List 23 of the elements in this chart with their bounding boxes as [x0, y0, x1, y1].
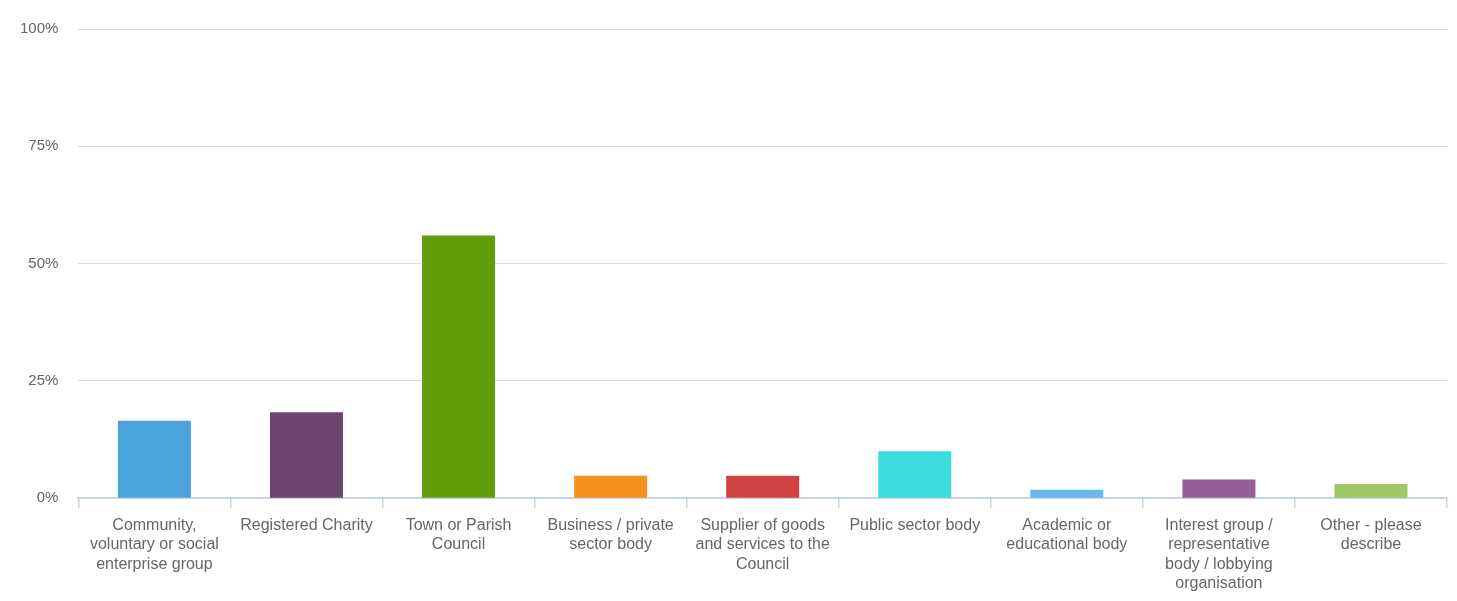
y-tick-label: 0%	[36, 488, 59, 506]
x-tick-label: Interest group / representative body / lobbying organisation	[1165, 516, 1274, 591]
bar	[1030, 489, 1104, 498]
x-tick-label: Public sector body	[849, 516, 981, 534]
bar	[878, 451, 952, 498]
y-tick-label: 75%	[28, 136, 59, 154]
x-tick-label: Community, voluntary or social enterprise group	[89, 516, 219, 572]
bar	[1182, 479, 1256, 498]
x-tick-label: Town or Parish Council	[405, 516, 512, 553]
x-tick-label: Other - please describe	[1320, 516, 1422, 553]
y-tick-label: 50%	[28, 253, 59, 271]
x-tick-label: Supplier of goods and services to the Council	[695, 516, 830, 572]
bar	[269, 412, 343, 498]
x-tick-label: Academic or educational body	[1006, 516, 1128, 553]
bar	[422, 235, 496, 498]
bar	[726, 475, 800, 498]
y-tick-label: 25%	[28, 371, 59, 389]
bar	[1334, 484, 1408, 498]
y-tick-label: 100%	[19, 19, 59, 37]
bar	[117, 420, 191, 498]
x-tick-label: Business / private sector body	[547, 516, 674, 553]
x-tick-label: Registered Charity	[240, 516, 373, 534]
bar	[574, 475, 648, 498]
